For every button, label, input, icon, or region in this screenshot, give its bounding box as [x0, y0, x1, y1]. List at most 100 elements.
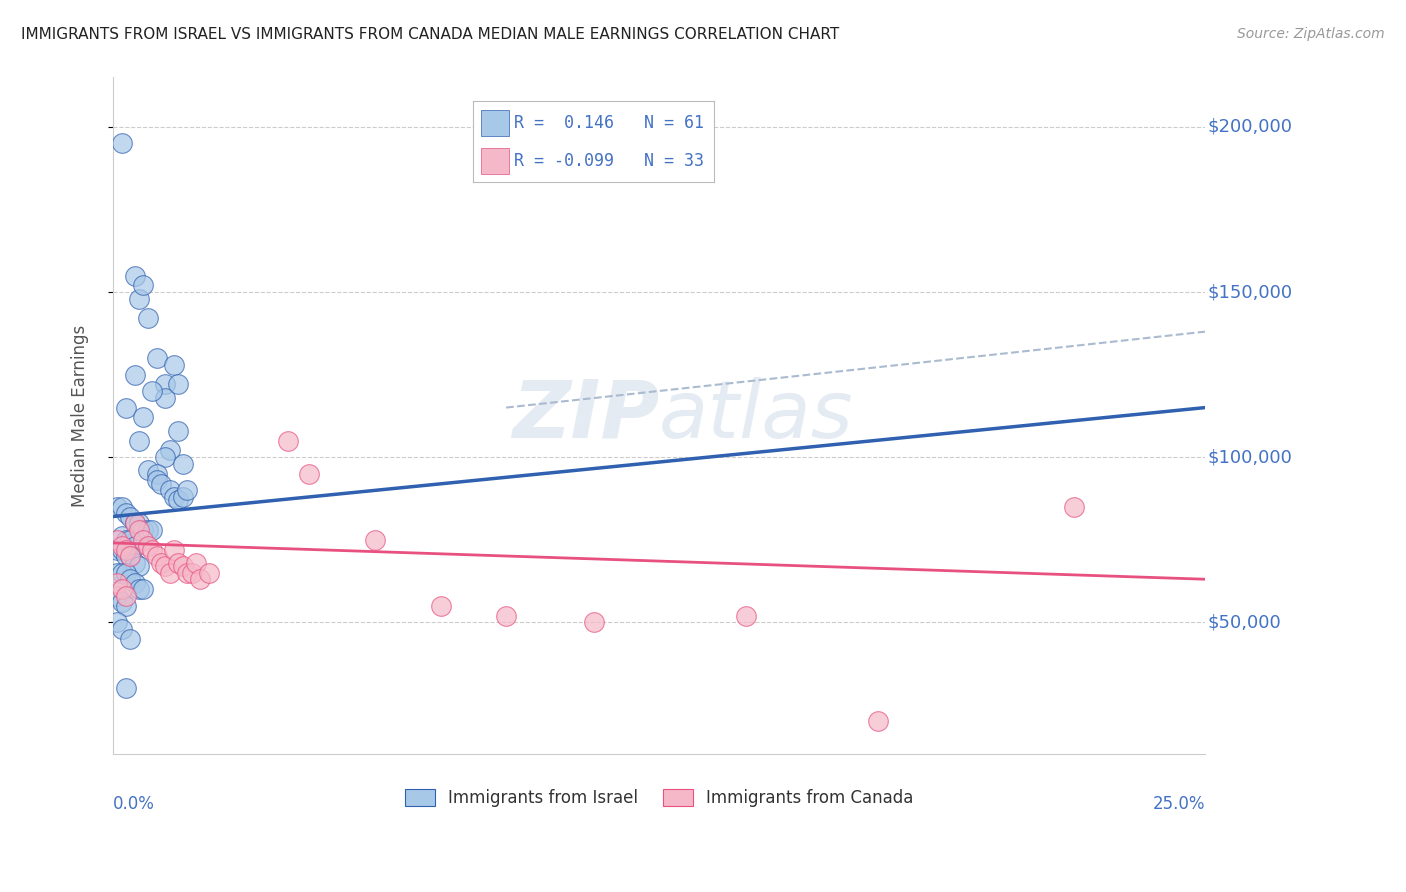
Point	[120, 572, 142, 586]
Point	[429, 599, 451, 613]
Point	[163, 490, 186, 504]
Point	[582, 615, 605, 629]
Point	[167, 556, 190, 570]
Point	[735, 608, 758, 623]
Point	[128, 516, 150, 530]
Point	[110, 566, 132, 580]
Text: $100,000: $100,000	[1208, 448, 1292, 467]
Point	[167, 493, 190, 508]
Point	[167, 424, 190, 438]
Text: 25.0%: 25.0%	[1153, 795, 1205, 813]
Point	[167, 377, 190, 392]
Point	[128, 559, 150, 574]
Point	[159, 566, 181, 580]
Point	[176, 483, 198, 497]
Point	[124, 575, 146, 590]
Point	[149, 556, 172, 570]
Point	[124, 556, 146, 570]
Point	[115, 401, 138, 415]
Point	[128, 523, 150, 537]
Point	[141, 542, 163, 557]
Text: 0.0%: 0.0%	[112, 795, 155, 813]
Point	[145, 467, 167, 481]
Point	[132, 523, 155, 537]
Point	[1063, 500, 1085, 514]
Point	[136, 539, 159, 553]
Point	[155, 377, 177, 392]
Point	[298, 467, 321, 481]
Point	[115, 589, 138, 603]
Point	[128, 292, 150, 306]
Point	[110, 529, 132, 543]
Point	[132, 410, 155, 425]
Point	[120, 533, 142, 547]
Point	[184, 556, 207, 570]
Point	[105, 575, 128, 590]
Point	[120, 549, 142, 563]
Text: $50,000: $50,000	[1208, 613, 1281, 632]
Point	[132, 278, 155, 293]
Point	[110, 595, 132, 609]
Point	[364, 533, 387, 547]
Point	[115, 599, 138, 613]
Text: ZIP: ZIP	[512, 376, 659, 455]
Point	[115, 566, 138, 580]
Point	[132, 533, 155, 547]
Point	[136, 523, 159, 537]
Point	[115, 533, 138, 547]
Point	[145, 549, 167, 563]
Point	[172, 490, 194, 504]
Y-axis label: Median Male Earnings: Median Male Earnings	[72, 325, 89, 507]
Text: Source: ZipAtlas.com: Source: ZipAtlas.com	[1237, 27, 1385, 41]
Point	[115, 681, 138, 696]
Point	[136, 463, 159, 477]
Point	[124, 268, 146, 283]
Point	[110, 622, 132, 636]
Point	[105, 500, 128, 514]
Point	[176, 566, 198, 580]
Point	[110, 500, 132, 514]
Point	[120, 509, 142, 524]
Point	[163, 542, 186, 557]
Point	[110, 542, 132, 557]
Text: $200,000: $200,000	[1208, 118, 1292, 136]
Text: IMMIGRANTS FROM ISRAEL VS IMMIGRANTS FROM CANADA MEDIAN MALE EARNINGS CORRELATIO: IMMIGRANTS FROM ISRAEL VS IMMIGRANTS FRO…	[21, 27, 839, 42]
Point	[120, 632, 142, 646]
Point	[124, 516, 146, 530]
Point	[115, 549, 138, 563]
Point	[115, 542, 138, 557]
Point	[277, 434, 299, 448]
Point	[155, 450, 177, 464]
Point	[198, 566, 221, 580]
Point	[110, 539, 132, 553]
Point	[159, 443, 181, 458]
Point	[155, 391, 177, 405]
Point	[145, 351, 167, 365]
Point	[128, 434, 150, 448]
Point	[105, 589, 128, 603]
Point	[105, 533, 128, 547]
Point	[180, 566, 202, 580]
Point	[141, 523, 163, 537]
Point	[128, 582, 150, 596]
Point	[149, 476, 172, 491]
Text: atlas: atlas	[659, 376, 853, 455]
Point	[124, 368, 146, 382]
Legend: Immigrants from Israel, Immigrants from Canada: Immigrants from Israel, Immigrants from …	[398, 782, 921, 814]
Point	[110, 136, 132, 151]
Point	[115, 506, 138, 520]
Point	[866, 714, 889, 729]
Point	[172, 457, 194, 471]
Point	[105, 542, 128, 557]
Point	[124, 516, 146, 530]
Point	[163, 358, 186, 372]
Text: $150,000: $150,000	[1208, 283, 1292, 301]
Point	[188, 572, 211, 586]
Point	[172, 559, 194, 574]
Point	[495, 608, 517, 623]
Point	[141, 384, 163, 398]
Point	[159, 483, 181, 497]
Point	[105, 615, 128, 629]
Point	[132, 582, 155, 596]
Point	[105, 566, 128, 580]
